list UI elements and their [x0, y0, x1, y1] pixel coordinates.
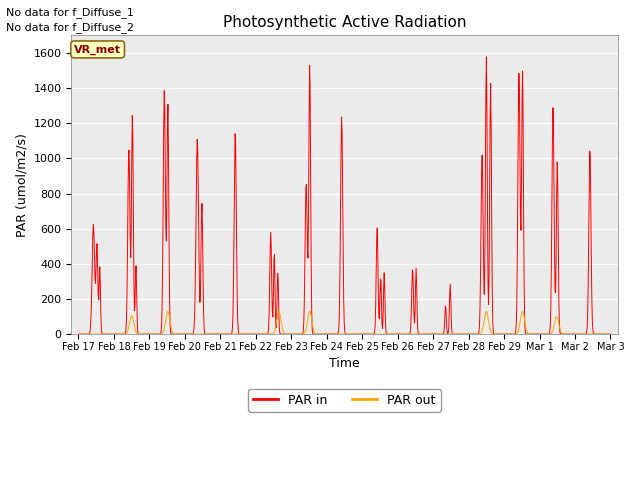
Title: Photosynthetic Active Radiation: Photosynthetic Active Radiation: [223, 15, 466, 30]
Y-axis label: PAR (umol/m2/s): PAR (umol/m2/s): [15, 133, 28, 237]
Text: No data for f_Diffuse_2: No data for f_Diffuse_2: [6, 22, 134, 33]
X-axis label: Time: Time: [329, 357, 360, 371]
Text: VR_met: VR_met: [74, 44, 121, 55]
Legend: PAR in, PAR out: PAR in, PAR out: [248, 389, 441, 411]
Text: No data for f_Diffuse_1: No data for f_Diffuse_1: [6, 7, 134, 18]
